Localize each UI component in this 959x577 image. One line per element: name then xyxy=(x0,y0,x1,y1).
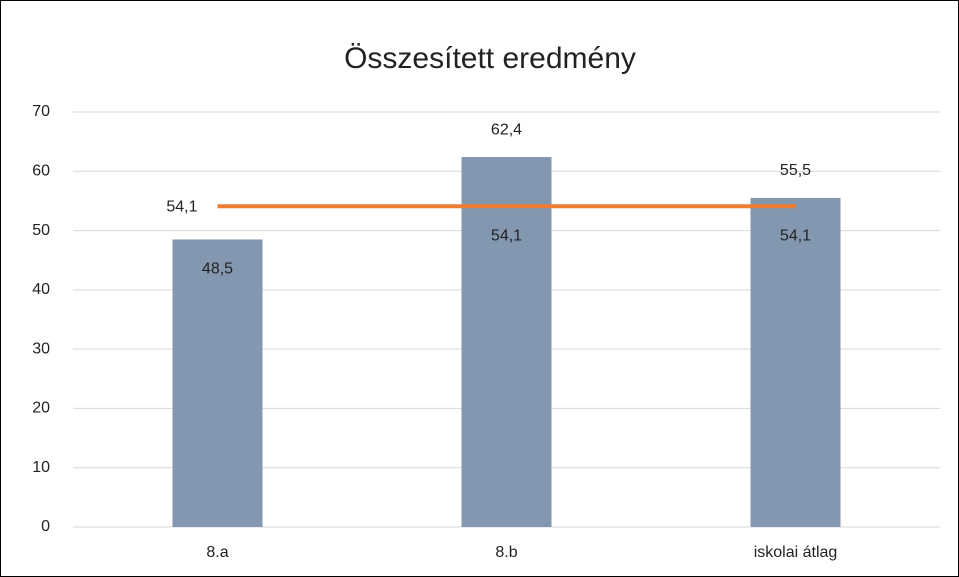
x-tick-label: 8.a xyxy=(206,544,228,561)
y-tick-label: 0 xyxy=(41,518,50,535)
y-tick-label: 30 xyxy=(32,340,50,357)
bar-value-label: 62,4 xyxy=(491,121,522,138)
line-value-label: 54,1 xyxy=(491,227,522,244)
bar xyxy=(461,157,552,528)
y-tick-label: 40 xyxy=(32,281,50,298)
bar xyxy=(750,197,841,527)
y-tick-label: 70 xyxy=(32,103,50,120)
y-tick-label: 60 xyxy=(32,163,50,180)
x-tick-label: 8.b xyxy=(495,544,517,561)
y-tick-label: 50 xyxy=(32,222,50,239)
line-value-label: 54,1 xyxy=(166,198,197,215)
chart-title: Összesített eredmény xyxy=(344,42,636,75)
bar xyxy=(172,239,263,527)
bar-value-label: 48,5 xyxy=(202,261,233,278)
line-value-label: 54,1 xyxy=(780,227,811,244)
bar-value-label: 55,5 xyxy=(780,162,811,179)
y-tick-label: 20 xyxy=(32,400,50,417)
x-tick-label: iskolai átlag xyxy=(754,544,838,561)
y-tick-label: 10 xyxy=(32,459,50,476)
